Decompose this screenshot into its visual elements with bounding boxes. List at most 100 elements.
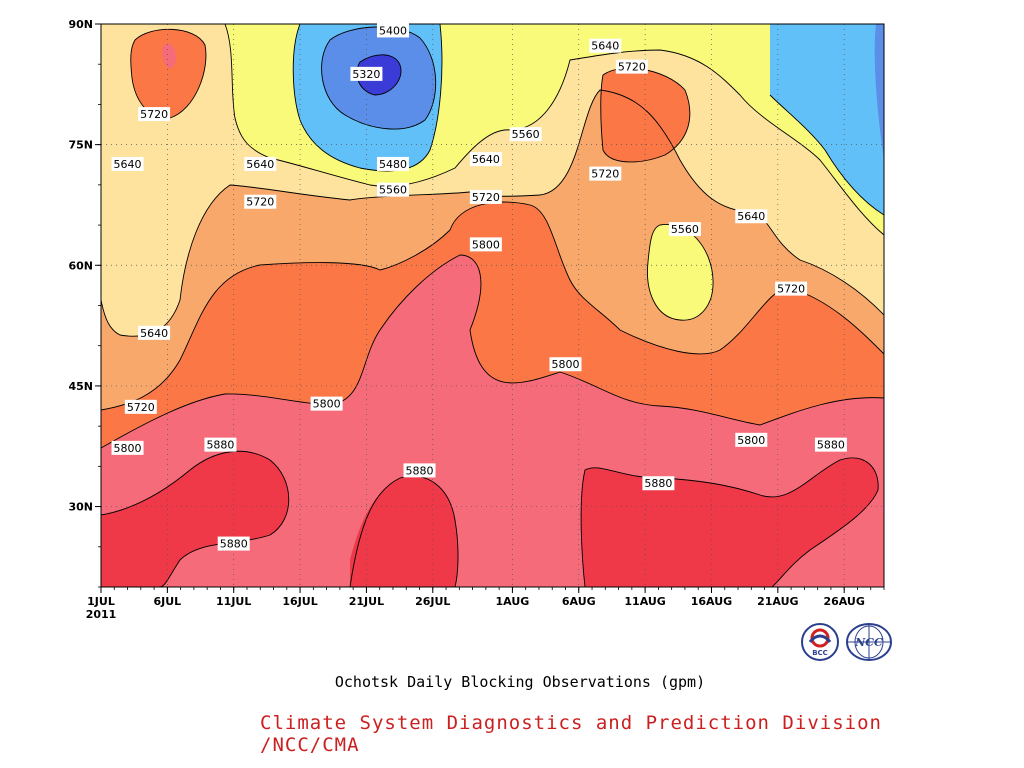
contour-label: 5720 xyxy=(775,281,808,296)
contour-label-bg xyxy=(124,399,157,414)
contour-label-bg xyxy=(589,38,622,53)
x-tick-sublabel: 2011 xyxy=(86,608,117,621)
contour-label-text: 5720 xyxy=(140,108,168,121)
y-tick-label: 75N xyxy=(68,139,93,152)
band-5560-aug-island xyxy=(647,224,714,321)
contour-label-bg xyxy=(217,536,250,551)
contour-label: 5480 xyxy=(376,156,409,171)
contour-label: 5800 xyxy=(111,440,144,455)
contour-label-text: 5640 xyxy=(114,158,142,171)
contour-label-bg xyxy=(350,66,383,81)
contour-label-text: 5560 xyxy=(671,223,699,236)
x-tick-label: 6JUL xyxy=(154,595,182,608)
contour-label: 5560 xyxy=(668,222,701,237)
ncc-logo: NCC xyxy=(845,622,893,666)
contour-label: 5640 xyxy=(111,156,144,171)
contour-label: 5800 xyxy=(310,396,343,411)
x-tick-label: 26AUG xyxy=(823,595,864,608)
contour-label-text: 5400 xyxy=(379,24,407,37)
x-tick-label: 16JUL xyxy=(282,595,317,608)
contour-label-text: 5720 xyxy=(591,168,619,181)
contour-label: 5720 xyxy=(138,107,171,122)
contour-label-bg xyxy=(469,152,502,167)
contour-label-text: 5800 xyxy=(313,398,341,411)
contour-label-bg xyxy=(376,156,409,171)
contour-label-bg xyxy=(589,166,622,181)
contour-label: 5880 xyxy=(217,536,250,551)
contour-line-5800 xyxy=(101,254,884,449)
band-5400 xyxy=(321,24,884,160)
contour-label-bg xyxy=(111,156,144,171)
contour-label-bg xyxy=(138,107,171,122)
contour-label-bg xyxy=(376,23,409,38)
contour-label: 5720 xyxy=(244,194,277,209)
contour-label: 5560 xyxy=(376,182,409,197)
contour-label: 5880 xyxy=(403,463,436,478)
band-5800-north-pocket xyxy=(130,29,206,119)
contour-line-5720 xyxy=(101,201,884,411)
contour-label-bg xyxy=(204,437,237,452)
contour-label-text: 5720 xyxy=(618,61,646,74)
contour-line-5480 xyxy=(292,24,884,216)
contour-label-bg xyxy=(735,432,768,447)
contour-label-text: 5880 xyxy=(220,538,248,551)
grid xyxy=(101,24,884,587)
x-tick-label: 16AUG xyxy=(691,595,732,608)
contour-label-text: 5480 xyxy=(379,158,407,171)
contour-label-bg xyxy=(403,463,436,478)
contour-label-bg xyxy=(642,476,675,491)
contour-line-aug-pocket xyxy=(600,67,691,163)
contour-label: 5720 xyxy=(589,166,622,181)
contour-label: 5640 xyxy=(244,156,277,171)
contour-label: 5560 xyxy=(509,127,542,141)
ncc-logo-text: NCC xyxy=(854,636,883,649)
contour-label-text: 5720 xyxy=(246,196,274,209)
contour-label-text: 5640 xyxy=(140,327,168,340)
contour-label-text: 5560 xyxy=(512,128,540,141)
contour-label: 5800 xyxy=(735,432,768,447)
contour-label-bg xyxy=(376,182,409,197)
contour-label-text: 5880 xyxy=(817,439,845,452)
contour-line-aug-island xyxy=(647,224,714,321)
contour-label-bg xyxy=(814,437,847,452)
x-tick-label: 21AUG xyxy=(757,595,798,608)
x-tick-label: 6AUG xyxy=(562,595,596,608)
contour-label-bg xyxy=(735,209,768,224)
contour-label-bg xyxy=(775,281,808,296)
y-tick-label: 90N xyxy=(68,18,93,31)
contour-label-text: 5880 xyxy=(206,439,234,452)
x-tick-label: 11JUL xyxy=(216,595,251,608)
contour-label-text: 5640 xyxy=(246,158,274,171)
contour-label-text: 5800 xyxy=(551,358,579,371)
contour-label-bg xyxy=(244,194,277,209)
contour-label: 5880 xyxy=(814,437,847,452)
contour-label-text: 5720 xyxy=(777,283,805,296)
contour-labels: 5400 5320 5720 5640 5640 5480 5560 5720 5640 5720… xyxy=(111,23,847,551)
contour-label: 5880 xyxy=(642,476,675,491)
contour-line-5320 xyxy=(356,54,402,96)
x-tick-label: 21JUL xyxy=(349,595,384,608)
contour-line-5880-jul xyxy=(101,450,290,587)
contour-label: 5640 xyxy=(589,38,622,53)
contour-label-text: 5560 xyxy=(379,184,407,197)
chart-caption: Ochotsk Daily Blocking Observations (gpm… xyxy=(334,673,706,691)
contour-label-bg xyxy=(111,440,144,455)
contour-label-bg xyxy=(615,59,648,74)
x-tick-label: 1AUG xyxy=(496,595,530,608)
y-tick-label: 45N xyxy=(68,380,93,393)
contour-line-north-pocket xyxy=(130,28,207,119)
contour-label: 5320 xyxy=(350,66,383,81)
contour-label-text: 5720 xyxy=(127,401,155,414)
x-tick-label: 1JUL xyxy=(87,595,115,608)
contour-label-text: 5640 xyxy=(591,40,619,53)
contour-label: 5800 xyxy=(469,237,502,252)
contour-label-text: 5640 xyxy=(472,153,500,166)
y-axis: 30N 45N 60N 75N 90N xyxy=(68,18,101,588)
bcc-logo: BCC xyxy=(800,622,840,666)
contour-label: 5720 xyxy=(615,59,648,74)
contour-label-bg xyxy=(668,222,701,237)
contour-label: 5640 xyxy=(469,152,502,167)
contour-label: 5640 xyxy=(138,325,171,340)
